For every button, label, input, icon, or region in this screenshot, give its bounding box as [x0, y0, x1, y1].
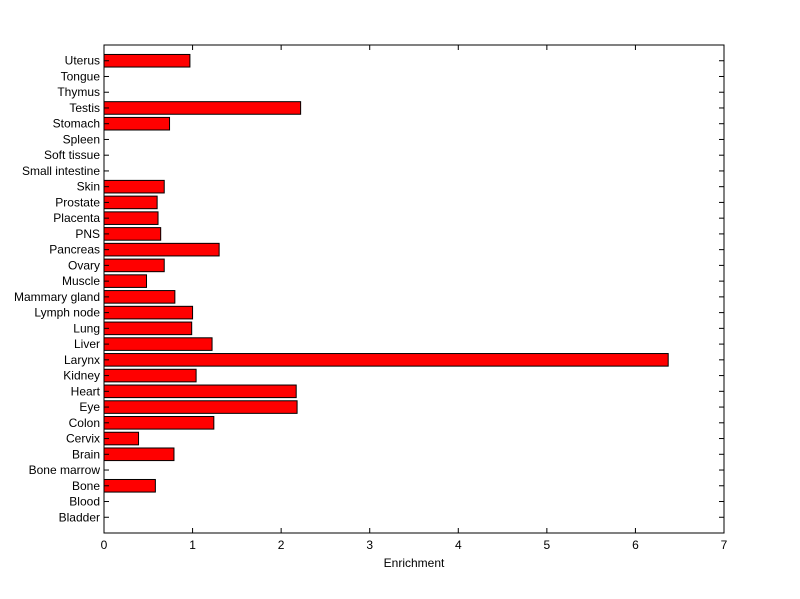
bar-bone: [103, 478, 156, 493]
bar-cervix: [103, 431, 140, 446]
y-tick-label-muscle: Muscle: [62, 274, 100, 288]
x-axis-label: Enrichment: [384, 556, 445, 570]
y-tick-label-lymph-node: Lymph node: [34, 306, 100, 320]
x-tick-label-1: 1: [189, 538, 196, 552]
bar-testis: [103, 101, 302, 115]
y-tick-label-eye: Eye: [79, 400, 100, 414]
x-tick-label-0: 0: [101, 538, 108, 552]
y-tick-label-colon: Colon: [69, 416, 100, 430]
y-tick-label-stomach: Stomach: [53, 117, 100, 131]
y-tick-label-prostate: Prostate: [55, 195, 100, 209]
y-tick-label-bone-marrow: Bone marrow: [29, 463, 101, 477]
y-tick-label-liver: Liver: [74, 337, 100, 351]
x-tick-label-2: 2: [278, 538, 285, 552]
bar-placenta: [103, 211, 159, 225]
bar-lung: [103, 321, 193, 336]
ticks-group: [103, 45, 725, 533]
bar-brain: [103, 447, 175, 462]
x-tick-labels: 0 1 2 3 4 5 6 7: [101, 538, 728, 552]
y-tick-label-uterus: Uterus: [65, 54, 100, 68]
y-tick-label-heart: Heart: [71, 384, 101, 398]
bars-group: [103, 53, 669, 493]
y-tick-label-ovary: Ovary: [68, 258, 100, 272]
y-tick-label-placenta: Placenta: [53, 211, 100, 225]
bar-eye: [103, 400, 298, 414]
bar-colon: [103, 416, 215, 430]
y-tick-label-skin: Skin: [77, 180, 100, 194]
y-tick-label-bladder: Bladder: [59, 510, 100, 524]
y-tick-label-mammary-gland: Mammary gland: [14, 290, 100, 304]
bar-kidney: [103, 368, 197, 383]
x-tick-label-4: 4: [455, 538, 462, 552]
y-tick-label-pns: PNS: [75, 227, 100, 241]
y-tick-label-lung: Lung: [73, 321, 100, 335]
bar-muscle: [103, 274, 148, 288]
bar-skin: [103, 179, 165, 194]
plot-frame: [103, 44, 725, 534]
bar-pns: [103, 227, 162, 241]
y-tick-label-thymus: Thymus: [57, 85, 100, 99]
y-tick-label-larynx: Larynx: [64, 353, 100, 367]
x-tick-label-5: 5: [544, 538, 551, 552]
y-tick-label-spleen: Spleen: [63, 132, 100, 146]
y-tick-label-kidney: Kidney: [63, 369, 100, 383]
bar-prostate: [103, 195, 158, 210]
y-tick-label-tongue: Tongue: [61, 69, 101, 83]
bar-pancreas: [103, 242, 220, 257]
x-tick-label-7: 7: [721, 538, 728, 552]
x-tick-label-3: 3: [366, 538, 373, 552]
bar-ovary: [103, 258, 165, 273]
y-tick-label-brain: Brain: [72, 447, 100, 461]
bar-lymph-node: [103, 305, 194, 320]
bar-larynx: [103, 353, 669, 367]
bar-heart: [103, 384, 297, 399]
bar-stomach: [103, 116, 171, 131]
y-tick-label-pancreas: Pancreas: [49, 243, 100, 257]
y-tick-label-soft-tissue: Soft tissue: [44, 148, 100, 162]
bar-liver: [103, 337, 213, 351]
y-tick-label-blood: Blood: [69, 495, 100, 509]
y-tick-label-bone: Bone: [72, 479, 100, 493]
x-tick-label-6: 6: [632, 538, 639, 552]
y-tick-label-cervix: Cervix: [66, 432, 100, 446]
y-tick-label-small-intestine: Small intestine: [22, 164, 100, 178]
bar-uterus: [103, 53, 191, 68]
y-tick-label-testis: Testis: [69, 101, 100, 115]
bar-mammary-gland: [103, 290, 176, 304]
